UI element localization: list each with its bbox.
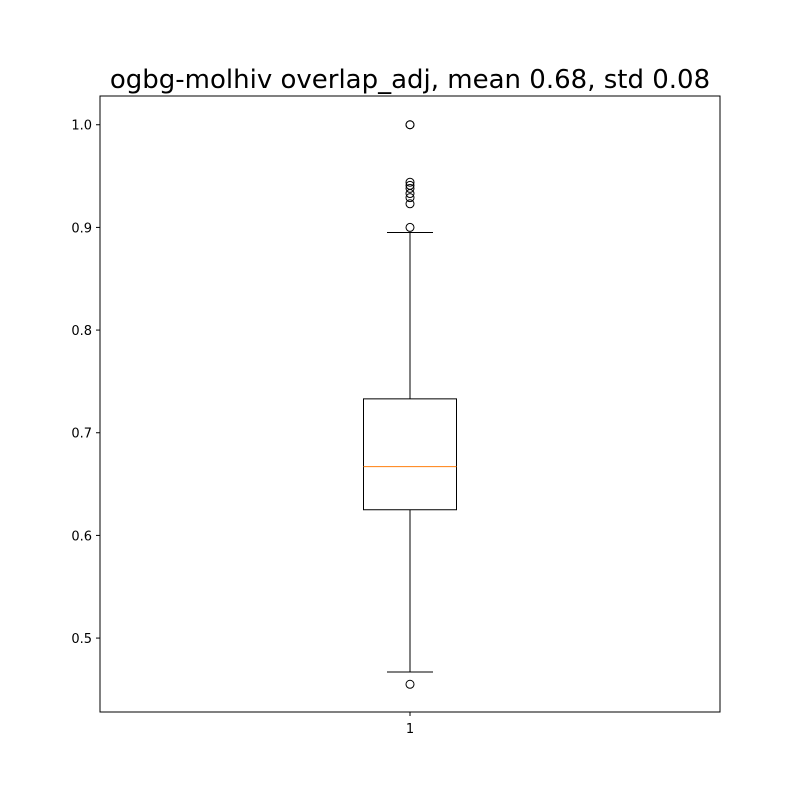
- x-tick-label: 1: [406, 722, 414, 737]
- outlier-point: [405, 679, 415, 689]
- outlier-point: [405, 183, 415, 193]
- box-series: [363, 120, 457, 689]
- y-tick-label: 0.9: [71, 221, 92, 236]
- y-tick-label: 1.0: [71, 119, 92, 134]
- outlier-point: [405, 222, 415, 232]
- outlier-point: [405, 177, 415, 187]
- y-tick-label: 0.5: [71, 632, 92, 647]
- interquartile-box: [363, 398, 457, 511]
- chart-title: ogbg-molhiv overlap_adj, mean 0.68, std …: [110, 65, 710, 95]
- outlier-point: [405, 180, 415, 190]
- outlier-point: [405, 120, 415, 130]
- y-axis: 0.5 0.6 0.7 0.8 0.9 1.0: [71, 119, 100, 647]
- y-tick-label: 0.6: [71, 529, 92, 544]
- y-tick-label: 0.7: [71, 427, 92, 442]
- outlier-point: [405, 199, 415, 209]
- y-tick-label: 0.8: [71, 324, 92, 339]
- outlier-point: [405, 193, 415, 203]
- x-axis: 1: [406, 712, 414, 737]
